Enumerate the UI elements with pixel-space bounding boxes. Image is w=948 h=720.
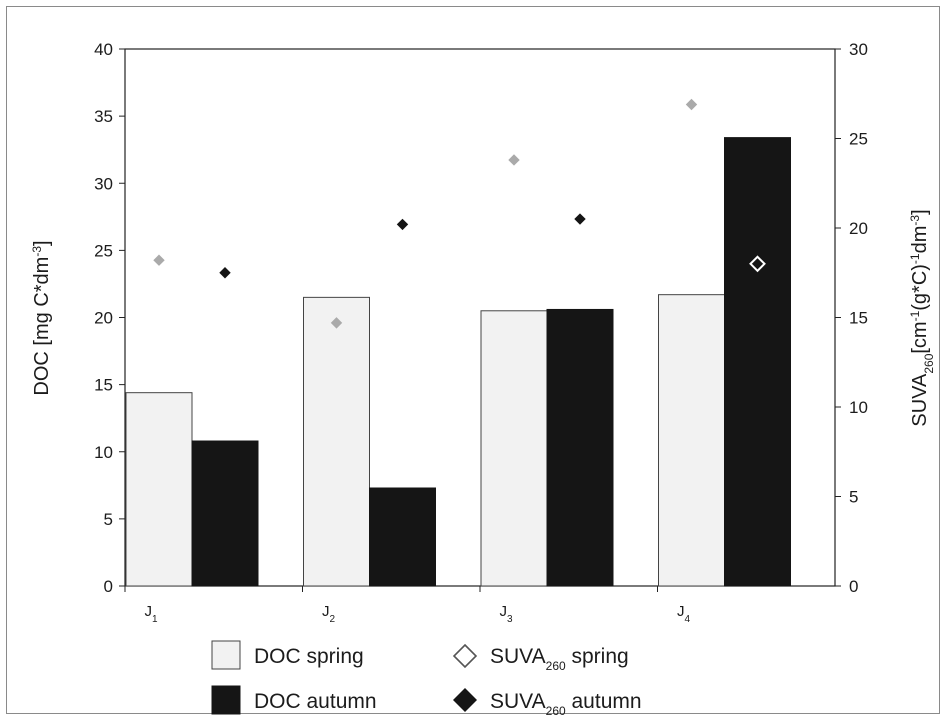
category-label: J1 bbox=[144, 603, 158, 625]
category-label: J3 bbox=[499, 603, 513, 625]
left-tick-label: 10 bbox=[94, 443, 113, 462]
left-tick-label: 15 bbox=[94, 376, 113, 395]
legend: DOC spring DOC autumn SUVA260 spring SUV… bbox=[211, 640, 642, 718]
legend-label-doc-autumn: DOC autumn bbox=[254, 690, 377, 713]
category-label: J2 bbox=[322, 603, 336, 625]
left-axis-title: DOC [mg C*dm-3] bbox=[30, 240, 53, 395]
legend-item-doc-spring: DOC spring bbox=[211, 640, 364, 670]
left-tick-label: 20 bbox=[94, 309, 113, 328]
right-tick-label: 10 bbox=[849, 398, 868, 417]
legend-diamond-open-icon bbox=[452, 643, 478, 669]
plot-area: 0 5 10 15 20 25 30 35 40 0 5 10 15 20 25 30 J1 J2 J3 J4 bbox=[94, 40, 868, 625]
legend-label-doc-spring: DOC spring bbox=[254, 645, 364, 668]
marker-suva-spring bbox=[330, 317, 343, 329]
marker-suva-autumn bbox=[219, 267, 231, 279]
bar-doc-spring bbox=[480, 310, 548, 587]
legend-swatch-doc-spring bbox=[211, 640, 241, 670]
legend-item-suva-autumn: SUVA260 autumn bbox=[453, 688, 642, 718]
left-tick-label: 25 bbox=[94, 241, 113, 260]
right-tick-label: 25 bbox=[849, 130, 868, 149]
left-tick-label: 5 bbox=[104, 510, 113, 529]
legend-label-suva-spring: SUVA260 spring bbox=[490, 645, 629, 673]
legend-item-suva-spring: SUVA260 spring bbox=[452, 643, 629, 673]
right-tick-label: 5 bbox=[849, 488, 858, 507]
bar-doc-spring bbox=[658, 294, 725, 587]
right-axis-title: SUVA260[cm-1(g*C)-1dm-3] bbox=[908, 209, 936, 426]
left-tick-label: 0 bbox=[104, 577, 113, 596]
marker-suva-spring bbox=[685, 98, 698, 111]
left-tick-label: 40 bbox=[94, 40, 113, 59]
marker-suva-spring bbox=[153, 254, 165, 266]
right-tick-label: 20 bbox=[849, 219, 868, 238]
right-tick-label: 0 bbox=[849, 577, 858, 596]
marker-suva-autumn bbox=[574, 213, 586, 225]
marker-suva-autumn bbox=[396, 218, 409, 231]
category-label: J4 bbox=[677, 603, 691, 625]
marker-suva-spring bbox=[508, 154, 520, 166]
bar-doc-autumn bbox=[546, 308, 614, 587]
left-tick-label: 30 bbox=[94, 174, 113, 193]
chart-frame bbox=[6, 6, 940, 714]
right-tick-label: 30 bbox=[849, 40, 868, 59]
right-tick-label: 15 bbox=[849, 309, 868, 328]
bar-doc-autumn bbox=[191, 440, 259, 587]
bar-doc-autumn bbox=[369, 487, 436, 587]
legend-diamond-filled-icon bbox=[453, 688, 477, 712]
legend-item-doc-autumn: DOC autumn bbox=[211, 685, 377, 715]
bar-doc-spring bbox=[125, 392, 193, 587]
legend-swatch-doc-autumn bbox=[211, 685, 241, 715]
left-tick-label: 35 bbox=[94, 107, 113, 126]
bar-doc-autumn bbox=[724, 137, 791, 587]
bar-doc-spring bbox=[303, 296, 370, 587]
marker-suva-autumn bbox=[749, 255, 766, 273]
legend-label-suva-autumn: SUVA260 autumn bbox=[490, 690, 642, 718]
